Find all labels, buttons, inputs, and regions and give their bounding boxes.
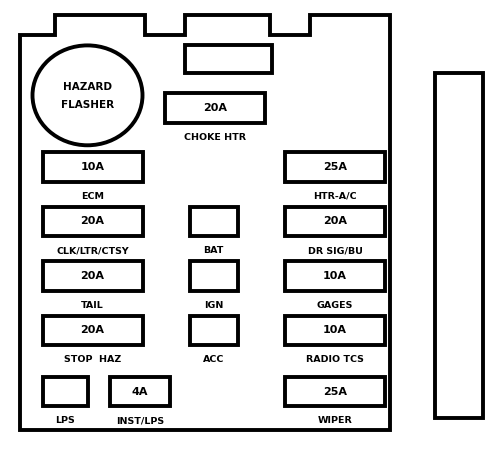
Text: BAT: BAT (204, 246, 224, 255)
Text: ECM: ECM (81, 192, 104, 201)
Text: 20A: 20A (80, 271, 104, 281)
Text: GAGES: GAGES (317, 301, 353, 310)
Text: CHOKE HTR: CHOKE HTR (184, 133, 246, 142)
Text: 4A: 4A (132, 386, 148, 397)
FancyBboxPatch shape (185, 45, 272, 73)
Text: DR SIG/BU: DR SIG/BU (308, 246, 362, 255)
Circle shape (32, 45, 142, 145)
FancyBboxPatch shape (435, 73, 482, 418)
Text: 25A: 25A (323, 386, 347, 397)
FancyBboxPatch shape (42, 377, 88, 406)
Text: TAIL: TAIL (81, 301, 104, 310)
Text: 10A: 10A (80, 162, 104, 172)
FancyBboxPatch shape (190, 261, 238, 291)
FancyBboxPatch shape (42, 152, 142, 182)
FancyBboxPatch shape (285, 261, 385, 291)
Text: WIPER: WIPER (318, 416, 352, 425)
Text: HTR-A/C: HTR-A/C (313, 192, 357, 201)
Text: 25A: 25A (323, 162, 347, 172)
Text: STOP  HAZ: STOP HAZ (64, 355, 121, 364)
Text: CLK/LTR/CTSY: CLK/LTR/CTSY (56, 246, 129, 255)
Text: 20A: 20A (80, 216, 104, 227)
Text: IGN: IGN (204, 301, 224, 310)
FancyBboxPatch shape (190, 316, 238, 345)
FancyBboxPatch shape (110, 377, 170, 406)
Text: HAZARD: HAZARD (63, 82, 112, 92)
Text: ACC: ACC (203, 355, 224, 364)
FancyBboxPatch shape (165, 93, 265, 123)
FancyBboxPatch shape (190, 207, 238, 236)
Text: FLASHER: FLASHER (61, 100, 114, 110)
Polygon shape (20, 15, 390, 430)
FancyBboxPatch shape (285, 152, 385, 182)
FancyBboxPatch shape (42, 316, 142, 345)
Text: LPS: LPS (55, 416, 75, 425)
Text: 20A: 20A (80, 325, 104, 336)
FancyBboxPatch shape (42, 261, 142, 291)
Text: 20A: 20A (203, 103, 227, 113)
FancyBboxPatch shape (42, 207, 142, 236)
Text: 10A: 10A (323, 325, 347, 336)
Text: INST/LPS: INST/LPS (116, 416, 164, 425)
Text: 10A: 10A (323, 271, 347, 281)
FancyBboxPatch shape (285, 207, 385, 236)
Text: 20A: 20A (323, 216, 347, 227)
FancyBboxPatch shape (285, 316, 385, 345)
FancyBboxPatch shape (285, 377, 385, 406)
Text: RADIO TCS: RADIO TCS (306, 355, 364, 364)
